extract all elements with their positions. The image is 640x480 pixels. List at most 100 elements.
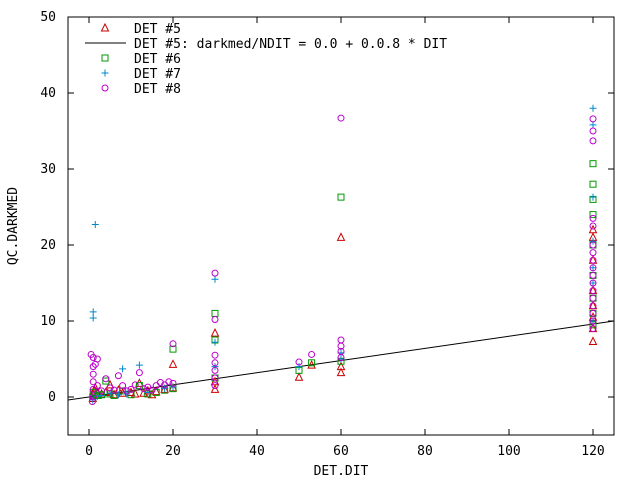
data-point	[211, 374, 219, 382]
x-tick-label: 0	[85, 444, 93, 459]
data-point	[169, 379, 177, 387]
data-point	[98, 391, 106, 399]
data-point	[89, 385, 97, 393]
data-point	[589, 180, 597, 188]
data-point	[119, 365, 127, 373]
data-point	[211, 338, 219, 346]
data-point	[93, 355, 101, 363]
data-point	[135, 369, 143, 377]
data-point	[589, 287, 597, 295]
data-point	[337, 193, 345, 201]
data-point	[168, 359, 178, 368]
data-point	[156, 379, 164, 387]
data-point	[123, 387, 131, 395]
data-point	[119, 387, 127, 395]
data-point	[161, 385, 169, 393]
data-point	[211, 315, 219, 323]
data-point	[165, 378, 173, 386]
data-point	[589, 193, 597, 201]
legend-label: DET #5	[134, 22, 181, 37]
data-point	[589, 137, 597, 145]
data-point	[308, 350, 316, 358]
data-point	[211, 363, 219, 371]
data-point	[589, 271, 597, 279]
data-point	[211, 309, 219, 317]
data-point	[88, 398, 96, 406]
data-point	[130, 388, 140, 398]
data-points-layer	[87, 104, 598, 406]
data-point	[98, 387, 106, 395]
data-point	[90, 382, 100, 392]
data-point	[589, 279, 597, 287]
data-point	[589, 222, 597, 230]
data-point	[589, 127, 597, 135]
data-point	[588, 224, 598, 234]
data-point	[210, 328, 220, 337]
data-point	[131, 381, 139, 389]
data-point	[93, 392, 101, 400]
data-point	[102, 377, 110, 385]
data-point	[135, 361, 143, 369]
legend-label: DET #8	[134, 82, 181, 97]
data-point	[294, 372, 304, 381]
x-tick-label: 60	[333, 444, 349, 459]
data-point	[114, 391, 122, 399]
data-point	[589, 121, 597, 129]
data-point	[295, 358, 303, 366]
data-point	[589, 237, 597, 245]
data-point	[589, 249, 597, 257]
data-point	[589, 302, 597, 310]
data-point	[589, 214, 597, 222]
x-tick-label: 40	[249, 444, 265, 459]
data-point	[211, 359, 219, 367]
data-point	[89, 370, 97, 378]
data-point	[589, 317, 597, 325]
legend-marker	[100, 22, 110, 32]
legend-label: DET #5: darkmed/NDIT = 0.0 + 0.0.8 * DIT	[134, 37, 447, 52]
legend-marker	[101, 54, 109, 62]
data-point	[127, 385, 135, 393]
data-point	[308, 359, 316, 367]
data-point	[295, 363, 303, 371]
data-point	[589, 241, 597, 249]
y-tick-label: 10	[40, 314, 56, 329]
data-point	[211, 366, 219, 374]
data-point	[337, 336, 345, 344]
y-tick-label: 0	[48, 390, 56, 405]
data-point	[336, 367, 346, 377]
data-point	[589, 309, 597, 317]
series-det-8	[87, 114, 597, 406]
data-point	[110, 391, 118, 399]
data-point	[89, 308, 97, 316]
x-tick-label: 80	[417, 444, 433, 459]
data-point	[127, 391, 135, 399]
data-point	[89, 353, 97, 361]
data-point	[106, 384, 114, 392]
y-axis-title: QC.DARKMED	[6, 187, 21, 265]
data-point	[148, 386, 156, 394]
data-point	[589, 115, 597, 123]
plot-frame	[67, 16, 615, 436]
data-point	[589, 211, 597, 219]
data-point	[89, 378, 97, 386]
data-point	[91, 220, 99, 228]
data-point	[93, 382, 101, 390]
x-tick-label: 120	[581, 444, 604, 459]
data-point	[152, 388, 160, 396]
data-point	[337, 347, 345, 355]
data-point	[307, 359, 316, 369]
data-point	[110, 386, 118, 394]
data-point	[119, 382, 127, 390]
y-tick-label: 30	[40, 162, 56, 177]
x-tick-label: 100	[497, 444, 520, 459]
y-tick-label: 40	[40, 86, 56, 101]
data-point	[211, 351, 219, 359]
data-point	[102, 375, 110, 383]
data-point	[588, 336, 598, 346]
y-tick-label: 50	[40, 10, 56, 25]
data-point	[140, 385, 148, 393]
legend-label: DET #7	[134, 67, 181, 82]
legend-marker	[101, 84, 109, 92]
data-point	[589, 160, 597, 168]
